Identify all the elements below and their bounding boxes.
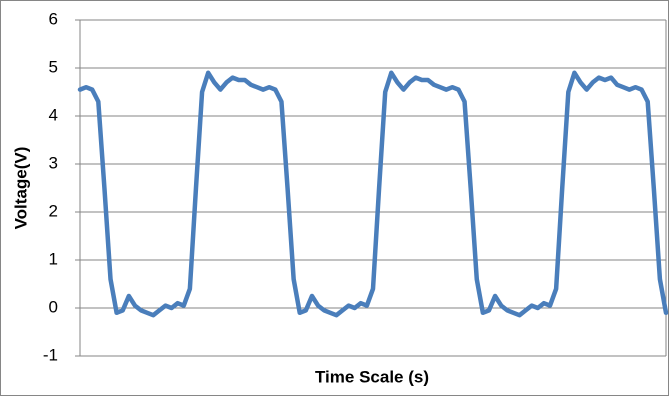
- y-tick-label: 4: [49, 105, 58, 124]
- x-axis-title: Time Scale (s): [315, 367, 429, 386]
- y-tick-label: 2: [49, 201, 58, 220]
- y-tick-label: 1: [49, 249, 58, 268]
- y-tick-label: 6: [49, 9, 58, 28]
- y-tick-label: -1: [43, 345, 58, 364]
- y-tick-label: 5: [49, 57, 58, 76]
- y-axis-title: Voltage(V): [11, 147, 30, 230]
- data-line: [77, 70, 669, 318]
- y-tick-label: 0: [49, 297, 58, 316]
- y-tick-label: 3: [49, 153, 58, 172]
